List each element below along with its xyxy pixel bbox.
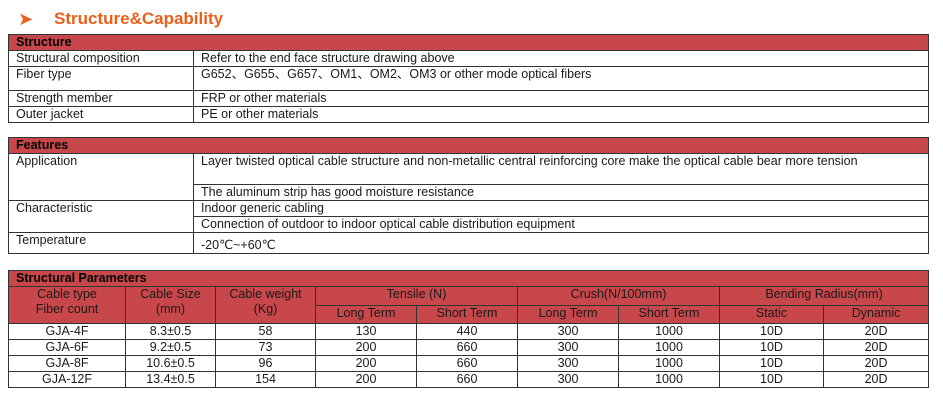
table-row: Characteristic Indoor generic cabling bbox=[8, 200, 930, 233]
cell-dynamic: 20D bbox=[822, 371, 930, 388]
cell-crush-long: 300 bbox=[517, 355, 619, 372]
col-cable-size-line2: (mm) bbox=[155, 302, 186, 316]
cell-tensile-long: 200 bbox=[315, 355, 417, 372]
column-header-row: Cable type Fiber count Cable Size (mm) C… bbox=[8, 286, 930, 324]
table-row: GJA-12F 13.4±0.5 154 200 660 300 1000 10… bbox=[8, 371, 930, 388]
section-heading: ➤ Structure&Capability bbox=[18, 6, 223, 32]
cell-weight: 58 bbox=[215, 323, 316, 340]
cell-weight: 73 bbox=[215, 339, 316, 356]
characteristic-text-2: Connection of outdoor to indoor optical … bbox=[192, 216, 930, 233]
cell-crush-short: 1000 bbox=[618, 355, 720, 372]
cell-crush-long: 300 bbox=[517, 371, 619, 388]
cell-tensile-long: 200 bbox=[315, 339, 417, 356]
cell-weight: 154 bbox=[215, 371, 316, 388]
cell-crush-short: 1000 bbox=[618, 371, 720, 388]
sub-tensile-long: Long Term bbox=[315, 304, 417, 324]
parameters-header: Structural Parameters bbox=[7, 270, 930, 287]
row-label: Structural composition bbox=[8, 50, 194, 67]
cell-tensile-short: 440 bbox=[416, 323, 518, 340]
cell-tensile-long: 200 bbox=[315, 371, 417, 388]
table-row: Temperature -20℃~+60℃ bbox=[8, 232, 930, 254]
sub-bending-static: Static bbox=[719, 304, 824, 324]
table-row: Structural composition Refer to the end … bbox=[8, 50, 930, 67]
cell-dynamic: 20D bbox=[822, 355, 930, 372]
row-value: G652、G655、G657、OM1、OM2、OM3 or other mode… bbox=[192, 66, 930, 91]
row-label: Fiber type bbox=[8, 66, 194, 91]
col-cable-size: Cable Size (mm) bbox=[125, 286, 216, 324]
characteristic-text-1: Indoor generic cabling bbox=[192, 200, 930, 217]
cell-size: 8.3±0.5 bbox=[125, 323, 216, 340]
characteristic-label: Characteristic bbox=[8, 200, 194, 233]
cell-crush-short: 1000 bbox=[618, 339, 720, 356]
row-value: FRP or other materials bbox=[192, 90, 930, 107]
cell-size: 13.4±0.5 bbox=[125, 371, 216, 388]
application-label: Application bbox=[8, 153, 194, 201]
cell-crush-long: 300 bbox=[517, 339, 619, 356]
cell-crush-long: 300 bbox=[517, 323, 619, 340]
cell-static: 10D bbox=[719, 371, 824, 388]
temperature-value: -20℃~+60℃ bbox=[192, 232, 930, 254]
cell-dynamic: 20D bbox=[822, 339, 930, 356]
features-header: Features bbox=[7, 137, 930, 154]
table-row: Strength member FRP or other materials bbox=[8, 90, 930, 107]
cell-crush-short: 1000 bbox=[618, 323, 720, 340]
sub-bending-dynamic: Dynamic bbox=[822, 304, 930, 324]
row-value: PE or other materials bbox=[192, 106, 930, 123]
cell-tensile-long: 130 bbox=[315, 323, 417, 340]
row-label: Outer jacket bbox=[8, 106, 194, 123]
cell-type: GJA-4F bbox=[8, 323, 126, 340]
cell-size: 10.6±0.5 bbox=[125, 355, 216, 372]
row-label: Strength member bbox=[8, 90, 194, 107]
table-row: GJA-4F 8.3±0.5 58 130 440 300 1000 10D 2… bbox=[8, 323, 930, 340]
cell-type: GJA-12F bbox=[8, 371, 126, 388]
cell-tensile-short: 660 bbox=[416, 371, 518, 388]
cell-static: 10D bbox=[719, 355, 824, 372]
application-text-1: Layer twisted optical cable structure an… bbox=[192, 153, 930, 185]
col-cable-type: Cable type Fiber count bbox=[8, 286, 126, 324]
row-value: Refer to the end face structure drawing … bbox=[192, 50, 930, 67]
table-row: Fiber type G652、G655、G657、OM1、OM2、OM3 or… bbox=[8, 66, 930, 91]
table-row: Outer jacket PE or other materials bbox=[8, 106, 930, 123]
table-row: GJA-8F 10.6±0.5 96 200 660 300 1000 10D … bbox=[8, 355, 930, 372]
sub-crush-short: Short Term bbox=[618, 304, 720, 324]
cell-type: GJA-8F bbox=[8, 355, 126, 372]
col-cable-weight-line2: (Kg) bbox=[253, 302, 278, 316]
page-title: Structure&Capability bbox=[54, 9, 224, 28]
cell-tensile-short: 660 bbox=[416, 355, 518, 372]
cell-size: 9.2±0.5 bbox=[125, 339, 216, 356]
sub-crush-long: Long Term bbox=[517, 304, 619, 324]
col-cable-type-line2: Fiber count bbox=[35, 302, 99, 316]
sub-header-row: Long Term Short Term Long Term Short Ter… bbox=[9, 304, 930, 324]
sub-tensile-short: Short Term bbox=[416, 304, 518, 324]
application-text-2: The aluminum strip has good moisture res… bbox=[192, 184, 930, 201]
col-crush: Crush(N/100mm) bbox=[517, 286, 720, 306]
col-cable-weight: Cable weight (Kg) bbox=[215, 286, 316, 324]
col-bending: Bending Radius(mm) bbox=[718, 286, 930, 306]
cell-static: 10D bbox=[719, 339, 824, 356]
cell-static: 10D bbox=[719, 323, 824, 340]
col-cable-size-line1: Cable Size bbox=[140, 287, 201, 302]
table-row: GJA-6F 9.2±0.5 73 200 660 300 1000 10D 2… bbox=[8, 339, 930, 356]
cell-weight: 96 bbox=[215, 355, 316, 372]
col-cable-type-line1: Cable type bbox=[37, 287, 97, 302]
structure-header: Structure bbox=[7, 34, 930, 51]
arrow-icon: ➤ bbox=[18, 8, 34, 29]
table-row: Application Layer twisted optical cable … bbox=[8, 153, 930, 201]
cell-dynamic: 20D bbox=[822, 323, 930, 340]
col-cable-weight-line1: Cable weight bbox=[229, 287, 302, 302]
features-table: Features Application Layer twisted optic… bbox=[7, 137, 930, 254]
temperature-label: Temperature bbox=[8, 232, 194, 254]
cell-tensile-short: 660 bbox=[416, 339, 518, 356]
cell-type: GJA-6F bbox=[8, 339, 126, 356]
col-tensile: Tensile (N) bbox=[315, 286, 518, 306]
structure-table: Structure Structural composition Refer t… bbox=[7, 34, 930, 123]
parameters-table: Structural Parameters Cable type Fiber c… bbox=[7, 270, 930, 388]
